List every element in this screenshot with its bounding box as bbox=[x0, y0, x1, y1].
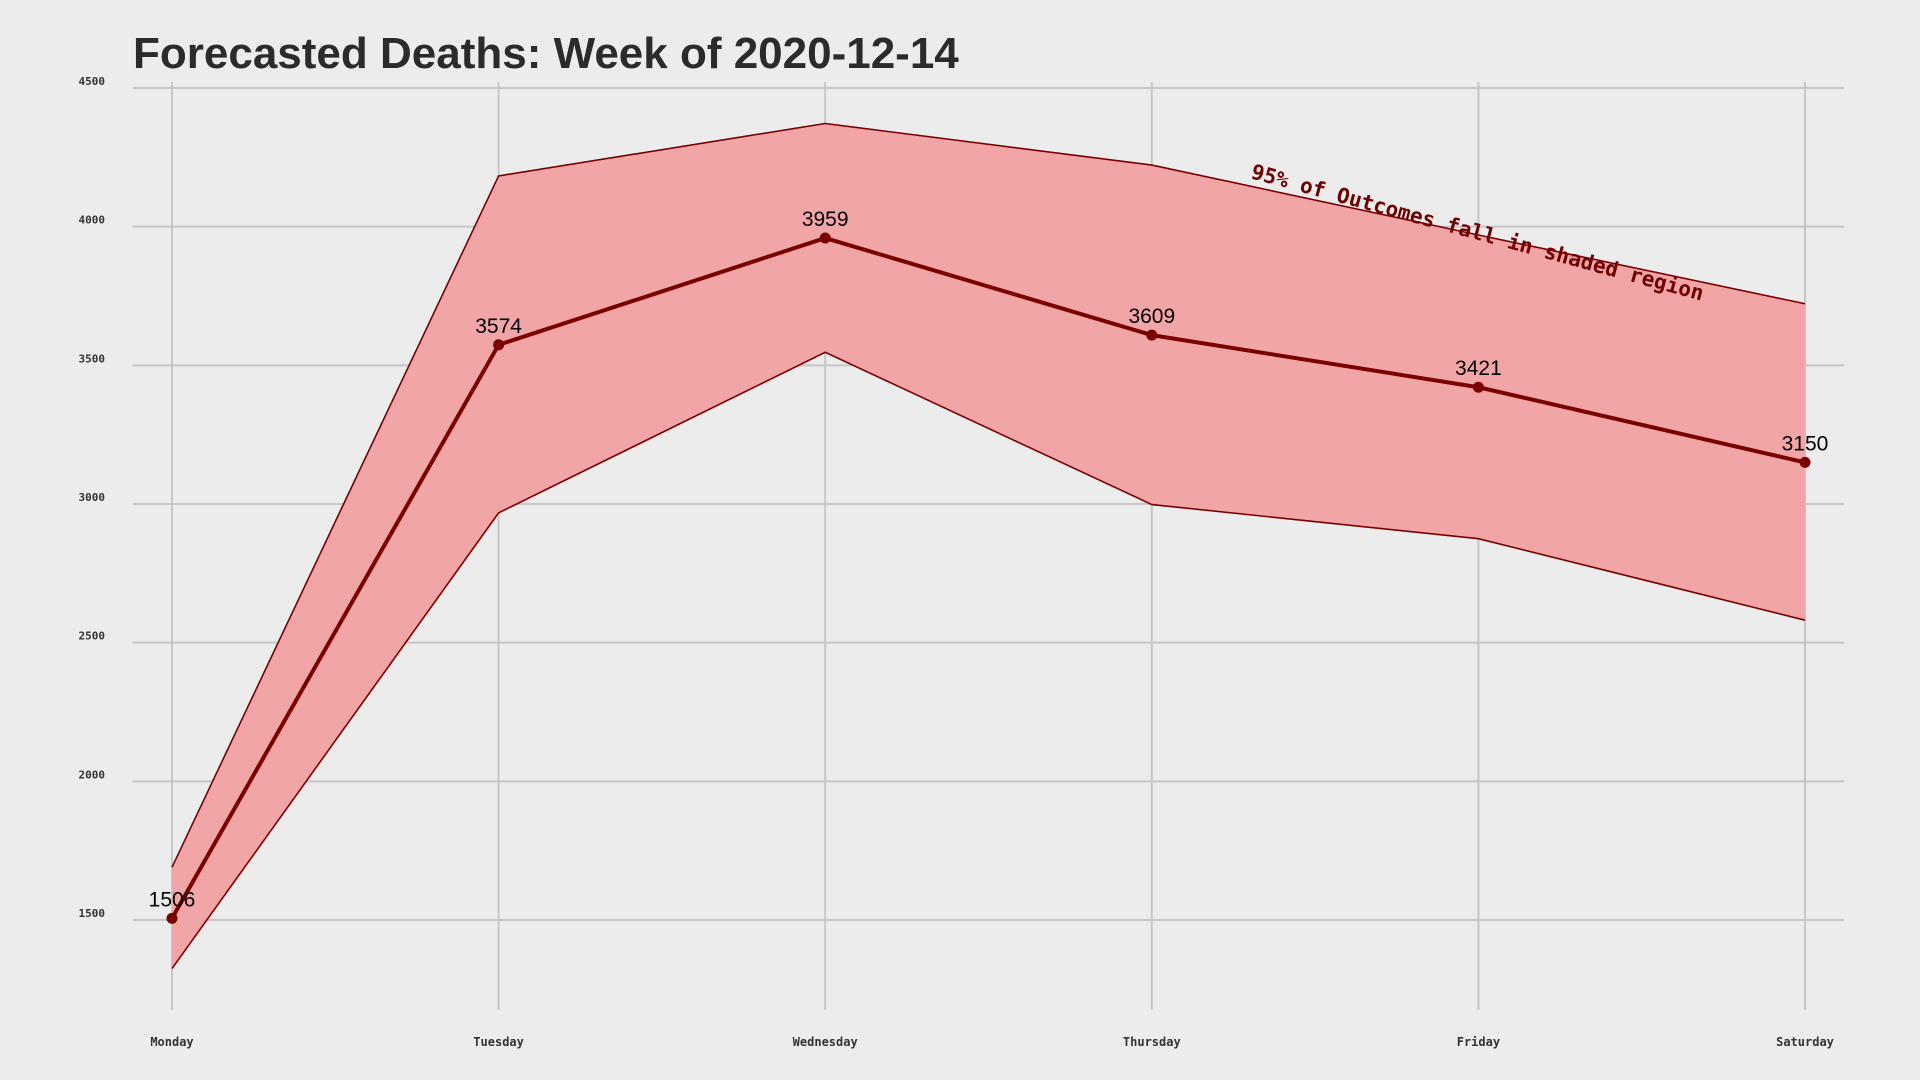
data-label: 3421 bbox=[1455, 357, 1502, 380]
upper-bound-line bbox=[171, 122, 1806, 868]
data-label: 3574 bbox=[475, 315, 522, 338]
x-tick-label: Wednesday bbox=[793, 1035, 858, 1049]
data-point bbox=[493, 339, 505, 351]
data-labels: 1506 3574 3959 3609 3421 3150 bbox=[149, 208, 1829, 911]
chart-title: Forecasted Deaths: Week of 2020-12-14 bbox=[133, 29, 959, 78]
data-point bbox=[1472, 381, 1484, 393]
data-point bbox=[1799, 456, 1811, 468]
forecast-line bbox=[170, 236, 1806, 920]
lower-bound-line bbox=[171, 351, 1806, 969]
interval-fill bbox=[172, 123, 1805, 969]
x-tick-label: Tuesday bbox=[473, 1035, 524, 1049]
y-tick-label: 4000 bbox=[79, 214, 106, 227]
forecast-series bbox=[166, 232, 1811, 924]
y-tick-label: 1500 bbox=[79, 907, 106, 920]
data-label: 1506 bbox=[149, 888, 196, 911]
x-tick-label: Thursday bbox=[1123, 1035, 1181, 1049]
y-tick-label: 2500 bbox=[79, 630, 106, 643]
data-point bbox=[1146, 329, 1158, 341]
x-tick-label: Monday bbox=[150, 1035, 193, 1049]
confidence-band bbox=[171, 122, 1806, 969]
data-label: 3959 bbox=[802, 208, 849, 231]
y-tick-label: 2000 bbox=[79, 768, 106, 781]
data-label: 3609 bbox=[1128, 305, 1175, 328]
data-label: 3150 bbox=[1782, 432, 1829, 455]
data-point bbox=[819, 232, 831, 244]
x-tick-label: Friday bbox=[1457, 1035, 1500, 1049]
x-tick-label: Saturday bbox=[1776, 1035, 1834, 1049]
y-tick-label: 3500 bbox=[79, 352, 106, 365]
data-point bbox=[166, 912, 178, 924]
y-tick-label: 4500 bbox=[79, 75, 106, 88]
y-tick-label: 3000 bbox=[79, 491, 106, 504]
